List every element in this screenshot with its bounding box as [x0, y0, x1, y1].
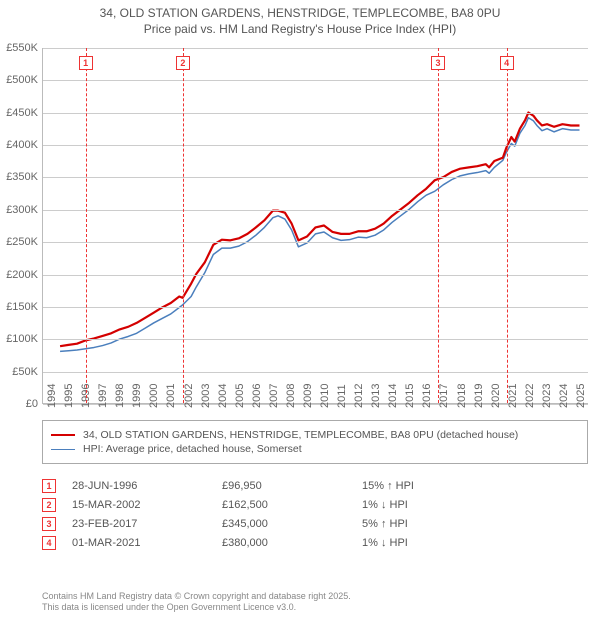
x-axis-label: 2020 — [490, 384, 502, 408]
x-axis-label: 2018 — [456, 384, 468, 408]
footnote-row: 2 15-MAR-2002£162,5001% ↓ HPI — [42, 498, 588, 512]
footnote-date: 28-JUN-1996 — [72, 480, 222, 492]
footnote-row: 4 01-MAR-2021£380,0001% ↓ HPI — [42, 536, 588, 550]
x-axis-label: 2009 — [302, 384, 314, 408]
plot-area: £0£50K£100K£150K£200K£250K£300K£350K£400… — [42, 48, 588, 404]
footnote-date: 01-MAR-2021 — [72, 537, 222, 549]
x-axis-label: 2015 — [404, 384, 416, 408]
x-axis-label: 2003 — [200, 384, 212, 408]
x-axis-label: 2005 — [234, 384, 246, 408]
footnote-price: £96,950 — [222, 480, 362, 492]
x-axis-label: 2000 — [148, 384, 160, 408]
y-axis-label: £0 — [26, 398, 38, 410]
x-axis-label: 2008 — [285, 384, 297, 408]
x-axis-label: 2013 — [370, 384, 382, 408]
event-marker: 1 — [79, 56, 93, 70]
x-axis-label: 2012 — [353, 384, 365, 408]
footnote-date: 23-FEB-2017 — [72, 518, 222, 530]
x-axis-label: 2002 — [183, 384, 195, 408]
title-line-2: Price paid vs. HM Land Registry's House … — [4, 22, 596, 38]
y-axis-label: £200K — [6, 269, 38, 281]
x-axis-label: 2019 — [473, 384, 485, 408]
x-axis-label: 2025 — [575, 384, 587, 408]
x-axis-label: 2007 — [268, 384, 280, 408]
chart-title: 34, OLD STATION GARDENS, HENSTRIDGE, TEM… — [0, 0, 600, 45]
series-line — [60, 113, 579, 347]
x-axis-label: 2022 — [524, 384, 536, 408]
x-axis-label: 2006 — [251, 384, 263, 408]
legend-swatch-1 — [51, 434, 75, 436]
legend-swatch-2 — [51, 449, 75, 450]
y-axis-label: £450K — [6, 107, 38, 119]
x-axis-label: 2024 — [558, 384, 570, 408]
legend-label-2: HPI: Average price, detached house, Some… — [83, 443, 302, 455]
footnote-row: 1 28-JUN-1996£96,95015% ↑ HPI — [42, 479, 588, 493]
footnote-marker: 3 — [42, 517, 56, 531]
y-axis-label: £350K — [6, 171, 38, 183]
footnote-date: 15-MAR-2002 — [72, 499, 222, 511]
x-axis-label: 2014 — [387, 384, 399, 408]
x-axis-label: 1994 — [46, 384, 58, 408]
footnote-delta: 1% ↓ HPI — [362, 499, 482, 511]
y-axis-label: £550K — [6, 42, 38, 54]
y-axis-label: £150K — [6, 301, 38, 313]
footnote-marker: 4 — [42, 536, 56, 550]
x-axis-label: 2023 — [541, 384, 553, 408]
event-line — [183, 48, 184, 403]
legend-label-1: 34, OLD STATION GARDENS, HENSTRIDGE, TEM… — [83, 429, 518, 441]
x-axis-label: 1997 — [97, 384, 109, 408]
footnote-marker: 2 — [42, 498, 56, 512]
credit-text: Contains HM Land Registry data © Crown c… — [42, 591, 351, 614]
footnote-price: £380,000 — [222, 537, 362, 549]
y-axis-label: £500K — [6, 74, 38, 86]
title-line-1: 34, OLD STATION GARDENS, HENSTRIDGE, TEM… — [4, 6, 596, 22]
credit-line-1: Contains HM Land Registry data © Crown c… — [42, 591, 351, 603]
footnotes-table: 1 28-JUN-1996£96,95015% ↑ HPI 2 15-MAR-2002… — [42, 474, 588, 555]
event-marker: 3 — [431, 56, 445, 70]
footnote-delta: 1% ↓ HPI — [362, 537, 482, 549]
x-axis-label: 1995 — [63, 384, 75, 408]
footnote-delta: 5% ↑ HPI — [362, 518, 482, 530]
x-axis-label: 1999 — [131, 384, 143, 408]
legend-row-2: HPI: Average price, detached house, Some… — [51, 443, 579, 455]
x-axis-label: 2010 — [319, 384, 331, 408]
event-line — [438, 48, 439, 403]
footnote-row: 3 23-FEB-2017£345,0005% ↑ HPI — [42, 517, 588, 531]
footnote-price: £162,500 — [222, 499, 362, 511]
y-axis-label: £50K — [12, 366, 38, 378]
footnote-delta: 15% ↑ HPI — [362, 480, 482, 492]
legend-row-1: 34, OLD STATION GARDENS, HENSTRIDGE, TEM… — [51, 429, 579, 441]
event-line — [86, 48, 87, 403]
x-axis-label: 2017 — [438, 384, 450, 408]
x-axis-label: 2021 — [507, 384, 519, 408]
event-line — [507, 48, 508, 403]
y-axis-label: £400K — [6, 139, 38, 151]
x-axis-label: 2001 — [165, 384, 177, 408]
series-line — [60, 118, 579, 352]
footnote-marker: 1 — [42, 479, 56, 493]
event-marker: 2 — [176, 56, 190, 70]
x-axis-label: 1998 — [114, 384, 126, 408]
credit-line-2: This data is licensed under the Open Gov… — [42, 602, 351, 614]
x-axis-label: 2011 — [336, 384, 348, 408]
x-axis-label: 2016 — [421, 384, 433, 408]
y-axis-label: £300K — [6, 204, 38, 216]
footnote-price: £345,000 — [222, 518, 362, 530]
y-axis-label: £250K — [6, 236, 38, 248]
legend: 34, OLD STATION GARDENS, HENSTRIDGE, TEM… — [42, 420, 588, 464]
event-marker: 4 — [500, 56, 514, 70]
x-axis-label: 2004 — [217, 384, 229, 408]
y-axis-label: £100K — [6, 333, 38, 345]
